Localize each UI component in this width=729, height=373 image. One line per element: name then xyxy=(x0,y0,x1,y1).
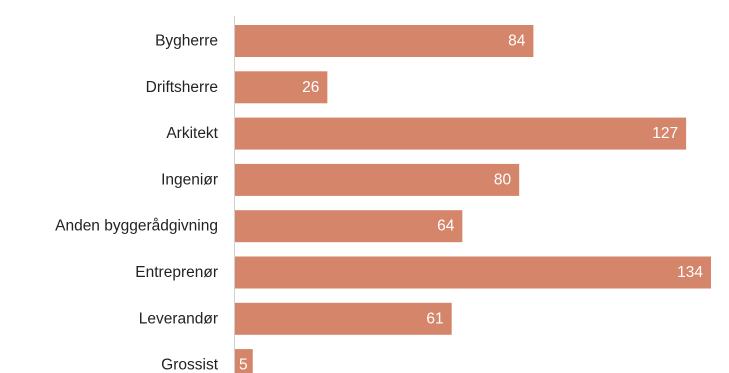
bar-5 xyxy=(235,256,711,289)
value-label-2: 127 xyxy=(652,125,678,142)
category-label-7: Grossist xyxy=(161,357,219,373)
category-label-3: Ingeniør xyxy=(161,171,218,188)
bar-0 xyxy=(235,25,534,57)
value-label-6: 61 xyxy=(426,310,443,327)
value-label-1: 26 xyxy=(302,79,319,96)
category-label-0: Bygherre xyxy=(155,33,218,50)
value-label-5: 134 xyxy=(677,264,703,281)
category-label-2: Arkitekt xyxy=(166,125,218,142)
category-label-6: Leverandør xyxy=(139,310,218,327)
bar-7 xyxy=(235,349,253,373)
value-label-7: 5 xyxy=(239,357,248,373)
bar-2 xyxy=(235,117,687,150)
bar-6 xyxy=(235,302,452,335)
category-label-1: Driftsherre xyxy=(146,79,218,96)
category-label-4: Anden byggerådgivning xyxy=(55,218,218,235)
category-labels-group: Bygherre Driftsherre Arkitekt Ingeniør Anden… xyxy=(55,33,219,373)
value-label-3: 80 xyxy=(494,171,512,188)
value-label-4: 64 xyxy=(437,218,455,235)
bars-group xyxy=(235,25,711,373)
value-labels-group: 84 26 127 80 64 134 61 5 xyxy=(239,33,703,373)
category-label-5: Entreprenør xyxy=(135,264,218,281)
bar-4 xyxy=(235,210,463,243)
bar-1 xyxy=(235,71,328,104)
bar-3 xyxy=(235,163,520,196)
value-label-0: 84 xyxy=(508,33,526,50)
